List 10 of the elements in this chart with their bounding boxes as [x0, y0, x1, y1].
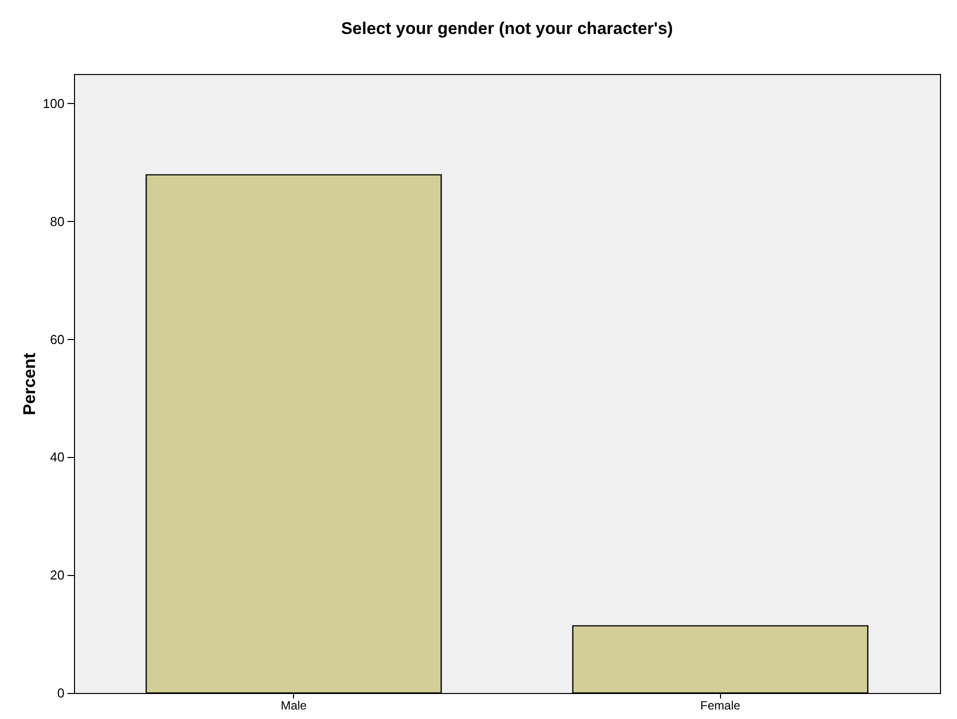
x-tick-label: Male: [280, 698, 308, 712]
chart-title: Select your gender (not your character's): [341, 19, 673, 38]
y-tick-label: 0: [57, 686, 64, 700]
y-tick-label: 20: [50, 568, 64, 583]
y-tick-label: 40: [50, 450, 64, 465]
y-tick-label: 60: [50, 332, 64, 347]
y-tick-label: 100: [42, 96, 64, 111]
x-tick-label: Female: [700, 698, 741, 712]
y-axis-title: Percent: [20, 352, 39, 416]
y-tick-label: 80: [50, 214, 64, 229]
